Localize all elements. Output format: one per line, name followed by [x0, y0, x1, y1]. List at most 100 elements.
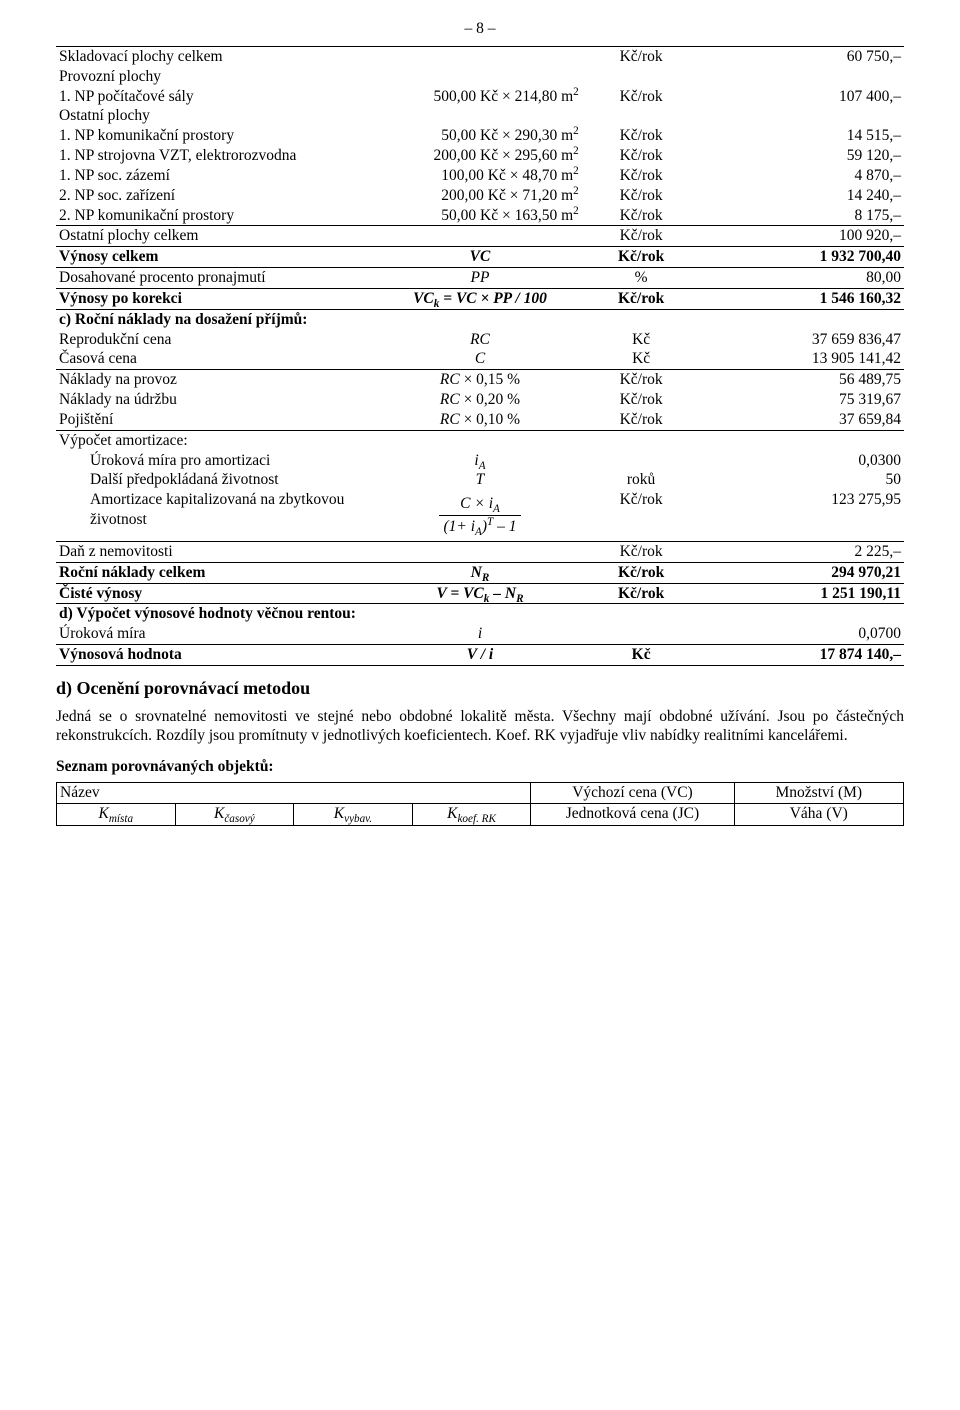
- table-col-formula: RC × 0,20 %: [378, 390, 582, 410]
- table-col-label: 2. NP soc. zařízení: [56, 186, 378, 206]
- table-col-value: 13 905 141,42: [700, 349, 904, 369]
- table-col-label: Výnosová hodnota: [56, 645, 378, 666]
- table-col-formula: 50,00 Kč × 290,30 m2: [378, 126, 582, 146]
- table-col-unit: Kč/rok: [582, 186, 701, 206]
- table-col-unit: Kč/rok: [582, 562, 701, 583]
- table-col-unit: Kč/rok: [582, 247, 701, 268]
- table-col-label: Úroková míra: [56, 624, 378, 644]
- table-col-unit: [582, 67, 701, 87]
- table-col-label: Pojištění: [56, 410, 378, 430]
- table-col-formula: [378, 47, 582, 67]
- table-col-label: Daň z nemovitosti: [56, 541, 378, 562]
- table-col-unit: Kč/rok: [582, 390, 701, 410]
- table-col-unit: [582, 624, 701, 644]
- table-col-formula: i: [378, 624, 582, 644]
- t2-nazev: Název: [57, 782, 531, 804]
- table-col-formula: 200,00 Kč × 295,60 m2: [378, 146, 582, 166]
- table-col-label: Výpočet amortizace:: [56, 430, 378, 450]
- table-col-value: 60 750,–: [700, 47, 904, 67]
- page-number: – 8 –: [56, 20, 904, 38]
- table-col-unit: Kč: [582, 349, 701, 369]
- table-col-label: Ostatní plochy: [56, 106, 378, 126]
- table-col-unit: Kč/rok: [582, 206, 701, 226]
- table-col-unit: Kč/rok: [582, 490, 701, 541]
- t2-k2: Kčasový: [175, 804, 294, 826]
- table-col-label: Ostatní plochy celkem: [56, 226, 378, 247]
- table-col-value: 14 515,–: [700, 126, 904, 146]
- table-col-unit: Kč: [582, 330, 701, 350]
- table-col-formula: T: [378, 470, 582, 490]
- table-col-label: 2. NP komunikační prostory: [56, 206, 378, 226]
- table-col-unit: Kč/rok: [582, 126, 701, 146]
- table-col-unit: Kč/rok: [582, 410, 701, 430]
- table-col-label: Amortizace kapitalizovaná na zbytkovou ž…: [56, 490, 378, 541]
- table-col-value: [700, 67, 904, 87]
- table-col-formula: [378, 226, 582, 247]
- t2-v: Váha (V): [734, 804, 903, 826]
- table-col-formula: RC × 0,15 %: [378, 370, 582, 390]
- comparison-objects-table: Název Výchozí cena (VC) Množství (M) Kmí…: [56, 782, 904, 826]
- table-col-label: Čisté výnosy: [56, 583, 378, 604]
- table-col-value: 59 120,–: [700, 146, 904, 166]
- table-row-span: d) Výpočet výnosové hodnoty věčnou rento…: [56, 604, 904, 624]
- table-col-formula: PP: [378, 268, 582, 289]
- table-col-formula: RC × 0,10 %: [378, 410, 582, 430]
- table-col-value: 100 920,–: [700, 226, 904, 247]
- table-col-unit: [582, 106, 701, 126]
- table-col-formula: VC: [378, 247, 582, 268]
- table-col-label: Provozní plochy: [56, 67, 378, 87]
- table-col-label: Časová cena: [56, 349, 378, 369]
- table-col-value: 107 400,–: [700, 87, 904, 107]
- table-col-unit: Kč/rok: [582, 541, 701, 562]
- table-row-span: c) Roční náklady na dosažení příjmů:: [56, 309, 904, 329]
- table-col-label: 1. NP soc. zázemí: [56, 166, 378, 186]
- table-col-label: Roční náklady celkem: [56, 562, 378, 583]
- table-col-unit: [582, 451, 701, 471]
- table-col-formula: 100,00 Kč × 48,70 m2: [378, 166, 582, 186]
- table-col-value: 1 251 190,11: [700, 583, 904, 604]
- table-col-label: Výnosy celkem: [56, 247, 378, 268]
- table-col-label: 1. NP strojovna VZT, elektrorozvodna: [56, 146, 378, 166]
- table-col-formula: iA: [378, 451, 582, 471]
- table-col-value: 17 874 140,–: [700, 645, 904, 666]
- table-col-unit: Kč/rok: [582, 370, 701, 390]
- section-d-heading: d) Ocenění porovnávací metodou: [56, 678, 904, 699]
- table-col-label: 1. NP komunikační prostory: [56, 126, 378, 146]
- table-col-unit: [582, 430, 701, 450]
- table-col-formula: NR: [378, 562, 582, 583]
- section-d-paragraph: Jedná se o srovnatelné nemovitosti ve st…: [56, 707, 904, 746]
- table-col-formula: V / i: [378, 645, 582, 666]
- table-col-unit: roků: [582, 470, 701, 490]
- table-col-unit: Kč/rok: [582, 146, 701, 166]
- table-col-value: 56 489,75: [700, 370, 904, 390]
- table-col-unit: Kč/rok: [582, 47, 701, 67]
- table-col-label: Náklady na provoz: [56, 370, 378, 390]
- table-col-label: 1. NP počítačové sály: [56, 87, 378, 107]
- table-col-label: Skladovací plochy celkem: [56, 47, 378, 67]
- t2-vc: Výchozí cena (VC): [531, 782, 734, 804]
- table-col-formula: V = VCk – NR: [378, 583, 582, 604]
- table-col-value: 1 932 700,40: [700, 247, 904, 268]
- table-col-label: Dosahované procento pronajmutí: [56, 268, 378, 289]
- table-col-value: 75 319,67: [700, 390, 904, 410]
- t2-k1: Kmísta: [57, 804, 176, 826]
- table-col-unit: Kč/rok: [582, 288, 701, 309]
- table-col-formula: 500,00 Kč × 214,80 m2: [378, 87, 582, 107]
- table-col-label: Další předpokládaná životnost: [56, 470, 378, 490]
- t2-jc: Jednotková cena (JC): [531, 804, 734, 826]
- table-col-formula: [378, 541, 582, 562]
- table-col-value: 37 659 836,47: [700, 330, 904, 350]
- table-col-unit: %: [582, 268, 701, 289]
- table-col-value: [700, 106, 904, 126]
- table-col-formula: 200,00 Kč × 71,20 m2: [378, 186, 582, 206]
- seznam-label: Seznam porovnávaných objektů:: [56, 758, 904, 776]
- table-col-formula: C × iA(1+ iA)T – 1: [378, 490, 582, 541]
- table-col-value: 4 870,–: [700, 166, 904, 186]
- table-col-value: 14 240,–: [700, 186, 904, 206]
- t2-k3: Kvybav.: [294, 804, 413, 826]
- table-col-value: [700, 430, 904, 450]
- table-col-value: 50: [700, 470, 904, 490]
- table-col-value: 2 225,–: [700, 541, 904, 562]
- table-col-formula: [378, 67, 582, 87]
- table-col-unit: Kč/rok: [582, 226, 701, 247]
